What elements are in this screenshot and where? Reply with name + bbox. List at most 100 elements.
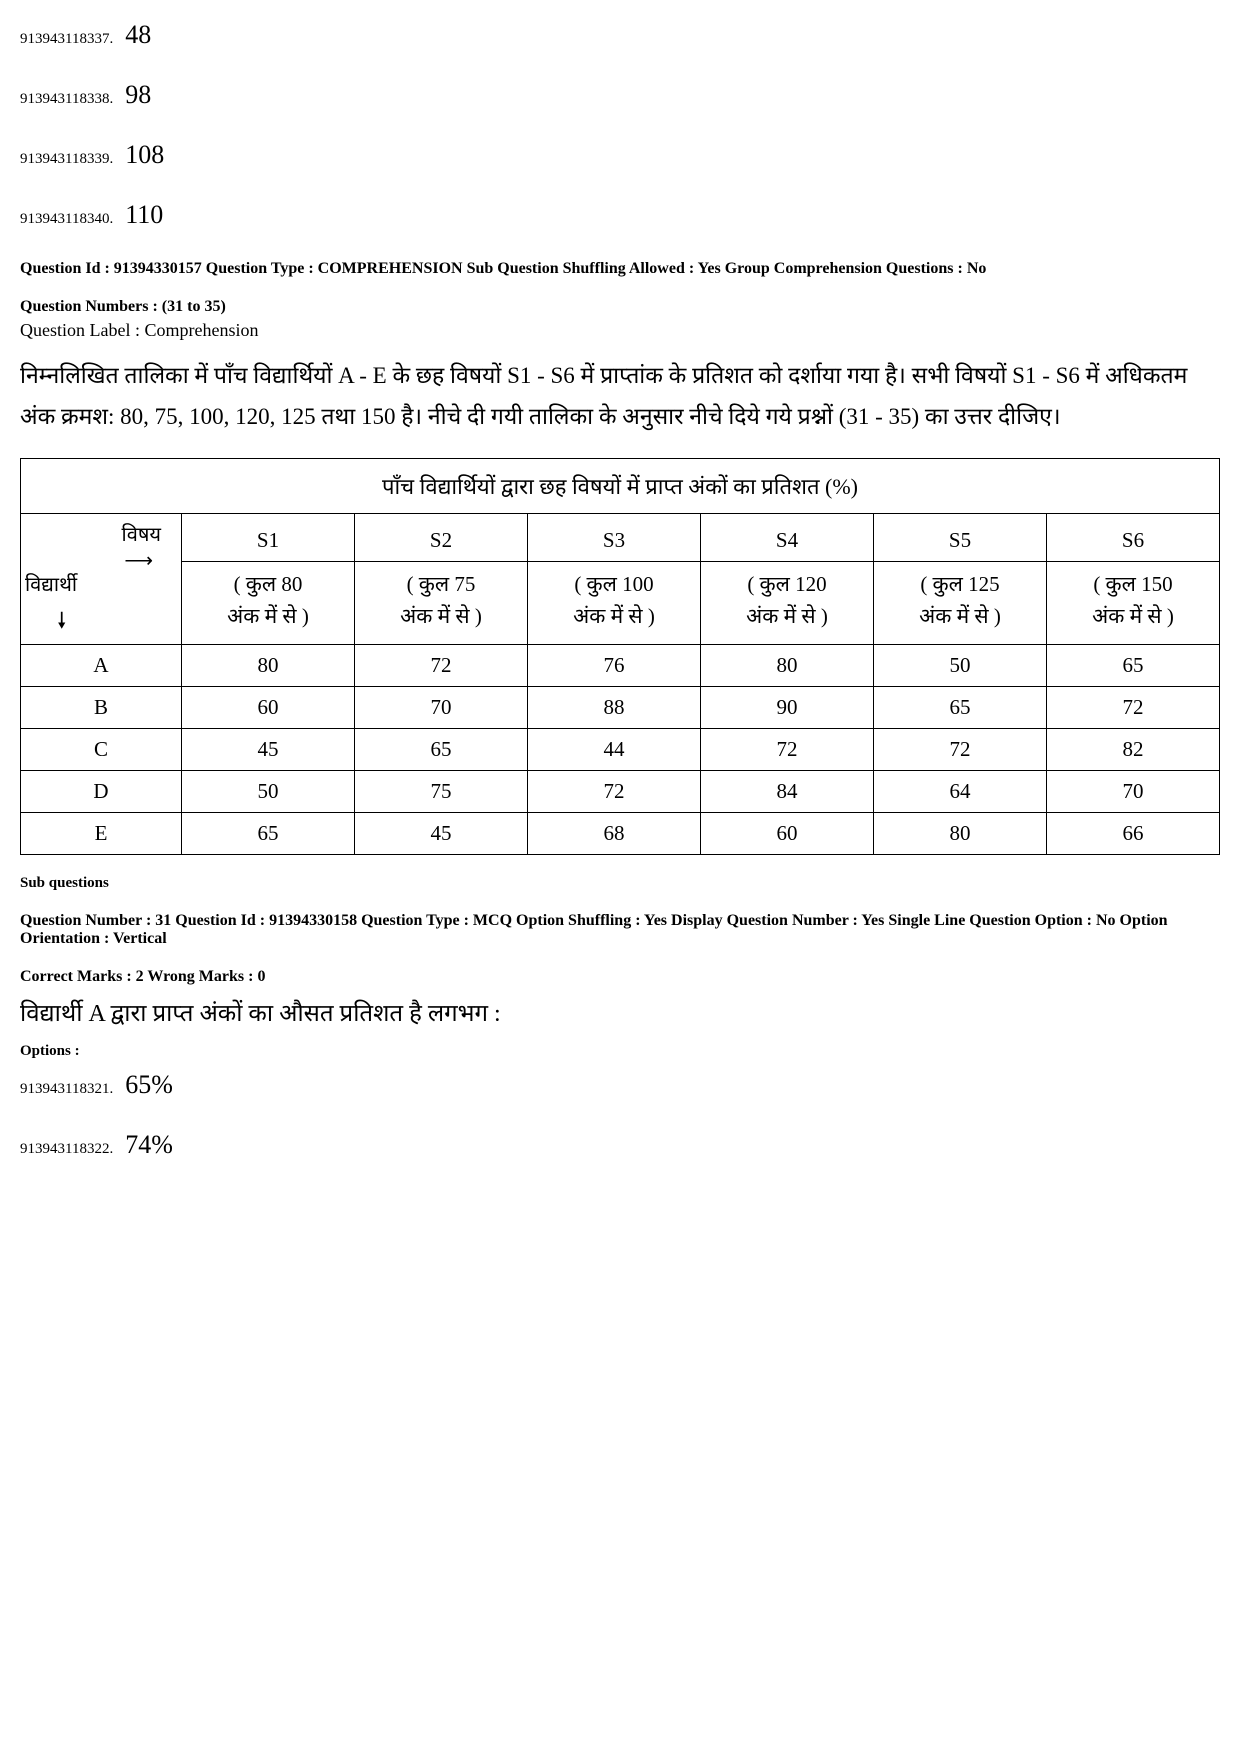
- cell: 65: [355, 728, 528, 770]
- cell: 70: [355, 686, 528, 728]
- cell: 72: [355, 644, 528, 686]
- subject-header: S3: [528, 513, 701, 561]
- subject-name: S1: [192, 522, 344, 553]
- question-numbers: Question Numbers : (31 to 35): [20, 298, 1220, 316]
- cell: 66: [1047, 812, 1220, 854]
- comprehension-meta: Question Id : 91394330157 Question Type …: [20, 260, 1220, 278]
- cell: 44: [528, 728, 701, 770]
- option-id: 913943118338.: [20, 91, 113, 108]
- student-name: A: [21, 644, 182, 686]
- table-subheader-row: ( कुल 80 अंक में से ) ( कुल 75 अंक में स…: [21, 561, 1220, 644]
- subject-name: S6: [1057, 522, 1209, 553]
- table-row: A 80 72 76 80 50 65: [21, 644, 1220, 686]
- total-line2: अंक में से ): [711, 598, 863, 636]
- table-row: D 50 75 72 84 64 70: [21, 770, 1220, 812]
- option-row: 913943118340. 110: [20, 200, 1220, 230]
- cell: 65: [874, 686, 1047, 728]
- cell: 75: [355, 770, 528, 812]
- corner-cell: विषय ⟶ विद्यार्थी 🠗: [21, 513, 182, 644]
- option-value: 74%: [125, 1130, 173, 1160]
- cell: 82: [1047, 728, 1220, 770]
- top-options-block: 913943118337. 48 913943118338. 98 913943…: [20, 20, 1220, 230]
- total-line2: अंक में से ): [192, 598, 344, 636]
- table-header-row: विषय ⟶ विद्यार्थी 🠗 S1 S2 S3 S4 S5 S6: [21, 513, 1220, 561]
- table-title: पाँच विद्यार्थियों द्वारा छह विषयों में …: [21, 458, 1220, 513]
- subject-header: S5: [874, 513, 1047, 561]
- option-value: 108: [125, 140, 164, 170]
- cell: 72: [701, 728, 874, 770]
- option-row: 913943118339. 108: [20, 140, 1220, 170]
- cell: 88: [528, 686, 701, 728]
- option-value: 98: [125, 80, 151, 110]
- total-line1: ( कुल 125: [884, 570, 1036, 598]
- subject-header: S4: [701, 513, 874, 561]
- subject-total: ( कुल 75 अंक में से ): [355, 561, 528, 644]
- marks-table: पाँच विद्यार्थियों द्वारा छह विषयों में …: [20, 458, 1220, 855]
- cell: 65: [1047, 644, 1220, 686]
- subject-header: S1: [182, 513, 355, 561]
- total-line2: अंक में से ): [1057, 598, 1209, 636]
- cell: 60: [701, 812, 874, 854]
- subject-total: ( कुल 80 अंक में से ): [182, 561, 355, 644]
- cell: 76: [528, 644, 701, 686]
- cell: 84: [701, 770, 874, 812]
- subject-total: ( कुल 100 अंक में से ): [528, 561, 701, 644]
- option-id: 913943118322.: [20, 1141, 113, 1158]
- q31-question-text: विद्यार्थी A द्वारा प्राप्त अंकों का औसत…: [20, 996, 1220, 1029]
- total-line1: ( कुल 75: [365, 570, 517, 598]
- option-value: 65%: [125, 1070, 173, 1100]
- cell: 45: [355, 812, 528, 854]
- total-line1: ( कुल 100: [538, 570, 690, 598]
- cell: 50: [874, 644, 1047, 686]
- table-row: B 60 70 88 90 65 72: [21, 686, 1220, 728]
- option-id: 913943118339.: [20, 151, 113, 168]
- options-label: Options :: [20, 1043, 1220, 1060]
- subject-name: S3: [538, 522, 690, 553]
- total-line1: ( कुल 150: [1057, 570, 1209, 598]
- option-id: 913943118340.: [20, 211, 113, 228]
- cell: 72: [874, 728, 1047, 770]
- cell: 72: [528, 770, 701, 812]
- subject-name: S4: [711, 522, 863, 553]
- corner-bottom-label: विद्यार्थी: [25, 570, 77, 597]
- subject-total: ( कुल 150 अंक में से ): [1047, 561, 1220, 644]
- cell: 90: [701, 686, 874, 728]
- option-row: 913943118338. 98: [20, 80, 1220, 110]
- q31-meta2: Correct Marks : 2 Wrong Marks : 0: [20, 968, 1220, 986]
- student-name: B: [21, 686, 182, 728]
- cell: 80: [874, 812, 1047, 854]
- arrow-down-icon: 🠗: [57, 604, 66, 642]
- cell: 80: [701, 644, 874, 686]
- total-line2: अंक में से ): [538, 598, 690, 636]
- option-row: 913943118337. 48: [20, 20, 1220, 50]
- subject-total: ( कुल 125 अंक में से ): [874, 561, 1047, 644]
- student-name: E: [21, 812, 182, 854]
- option-row: 913943118322. 74%: [20, 1130, 1220, 1160]
- option-value: 110: [125, 200, 163, 230]
- table-row: E 65 45 68 60 80 66: [21, 812, 1220, 854]
- cell: 45: [182, 728, 355, 770]
- cell: 50: [182, 770, 355, 812]
- option-row: 913943118321. 65%: [20, 1070, 1220, 1100]
- option-value: 48: [125, 20, 151, 50]
- subject-total: ( कुल 120 अंक में से ): [701, 561, 874, 644]
- cell: 80: [182, 644, 355, 686]
- question-label: Question Label : Comprehension: [20, 320, 1220, 341]
- total-line2: अंक में से ): [365, 598, 517, 636]
- cell: 72: [1047, 686, 1220, 728]
- subject-name: S5: [884, 522, 1036, 553]
- subject-header: S6: [1047, 513, 1220, 561]
- option-id: 913943118321.: [20, 1081, 113, 1098]
- student-name: D: [21, 770, 182, 812]
- cell: 65: [182, 812, 355, 854]
- cell: 60: [182, 686, 355, 728]
- student-name: C: [21, 728, 182, 770]
- sub-questions-label: Sub questions: [20, 875, 1220, 892]
- cell: 64: [874, 770, 1047, 812]
- option-id: 913943118337.: [20, 31, 113, 48]
- corner-top-label: विषय: [122, 520, 161, 547]
- total-line1: ( कुल 120: [711, 570, 863, 598]
- table-row: C 45 65 44 72 72 82: [21, 728, 1220, 770]
- q31-meta1: Question Number : 31 Question Id : 91394…: [20, 912, 1220, 948]
- subject-name: S2: [365, 522, 517, 553]
